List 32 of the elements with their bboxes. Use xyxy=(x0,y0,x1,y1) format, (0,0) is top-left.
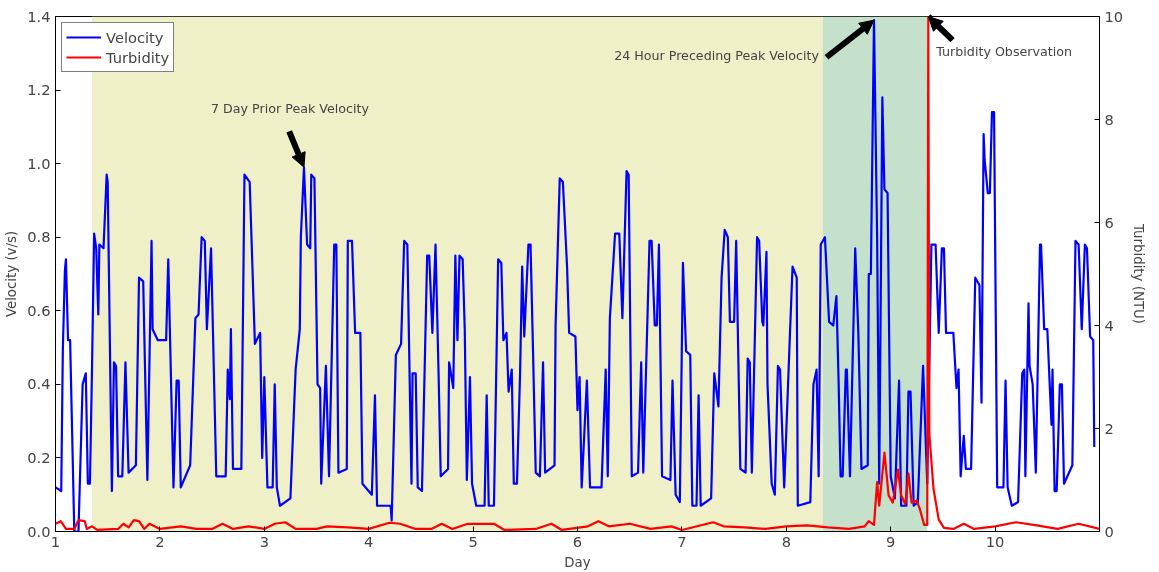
y-tick-label: 0.0 xyxy=(27,522,51,540)
x-tick-label: 1 xyxy=(50,532,61,550)
x-tick-label: 5 xyxy=(468,532,478,550)
x-tick-label: 4 xyxy=(364,532,374,550)
legend-label: Turbidity xyxy=(106,48,170,66)
y2-tick-label: 8 xyxy=(1104,110,1114,128)
x-tick-label: 10 xyxy=(985,532,1005,550)
y-tick-label: 1.2 xyxy=(27,81,51,99)
x-tick-label: 2 xyxy=(155,532,165,550)
annotation: 24 Hour Preceding Peak Velocity xyxy=(614,47,820,63)
y2-tick-label: 0 xyxy=(1104,522,1114,540)
annotation: 7 Day Prior Peak Velocity xyxy=(211,101,370,117)
y2-axis-title: Turbidity (NTU) xyxy=(1131,223,1147,325)
y-tick-label: 1.4 xyxy=(27,7,51,25)
y-tick-label: 0.6 xyxy=(27,301,51,319)
legend-label: Velocity xyxy=(106,28,164,46)
y-tick-label: 0.4 xyxy=(27,375,51,393)
x-tick-label: 9 xyxy=(886,532,896,550)
y2-tick-label: 4 xyxy=(1104,316,1114,334)
annotation: Turbidity Observation xyxy=(935,44,1072,59)
y-tick-label: 0.8 xyxy=(27,228,51,246)
y2-tick-label: 6 xyxy=(1104,213,1114,231)
x-tick-label: 7 xyxy=(677,532,687,550)
x-tick-label: 6 xyxy=(572,532,583,550)
y2-tick-label: 10 xyxy=(1104,7,1124,25)
x-axis-title: Day xyxy=(564,554,591,570)
y-tick-label: 0.2 xyxy=(27,448,51,466)
y-tick-label: 1.0 xyxy=(27,154,51,172)
y-axis-title: Velocity (v/s) xyxy=(4,230,20,318)
x-tick-label: 3 xyxy=(259,532,269,550)
x-tick-label: 8 xyxy=(781,532,791,550)
y2-tick-label: 2 xyxy=(1104,419,1114,437)
